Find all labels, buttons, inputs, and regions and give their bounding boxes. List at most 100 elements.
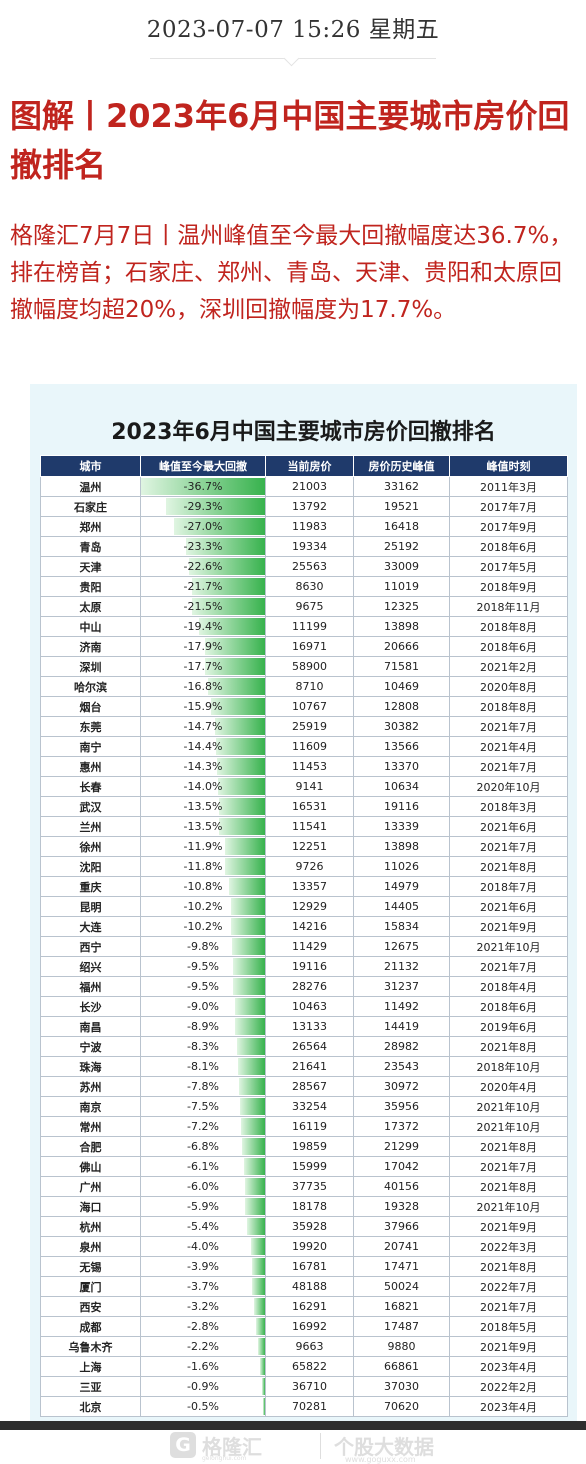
post-datetime: 2023-07-07 15:26 星期五 bbox=[146, 17, 440, 43]
table-row: 天津 -22.6% 25563 33009 2017年5月 bbox=[40, 556, 568, 577]
table-row: 太原 -21.5% 9675 12325 2018年11月 bbox=[40, 596, 568, 617]
cell-city: 乌鲁木齐 bbox=[40, 1336, 141, 1357]
cell-city: 中山 bbox=[40, 616, 141, 637]
retracement-value: -11.9% bbox=[183, 840, 223, 853]
cell-retracement: -1.6% bbox=[140, 1356, 266, 1377]
retracement-value: -5.9% bbox=[187, 1200, 219, 1213]
retracement-bar bbox=[238, 1078, 265, 1095]
cell-peak-price: 12675 bbox=[353, 936, 450, 957]
table-row: 宁波 -8.3% 26564 28982 2021年8月 bbox=[40, 1036, 568, 1057]
cell-city: 哈尔滨 bbox=[40, 676, 141, 697]
cell-retracement: -21.7% bbox=[140, 576, 266, 597]
retracement-value: -22.6% bbox=[183, 560, 223, 573]
retracement-bar bbox=[240, 1118, 265, 1135]
cell-peak-price: 35956 bbox=[353, 1096, 450, 1117]
retracement-bar bbox=[211, 698, 265, 715]
table-row: 三亚 -0.9% 36710 37030 2022年2月 bbox=[40, 1376, 568, 1397]
cell-peak-price: 50024 bbox=[353, 1276, 450, 1297]
retracement-bar bbox=[239, 1098, 265, 1115]
retracement-value: -21.7% bbox=[183, 580, 223, 593]
cell-peak-price: 21299 bbox=[353, 1136, 450, 1157]
retracement-bar bbox=[244, 1178, 265, 1195]
retracement-value: -9.0% bbox=[187, 1000, 219, 1013]
cell-city: 武汉 bbox=[40, 796, 141, 817]
cell-city: 贵阳 bbox=[40, 576, 141, 597]
cell-city: 长沙 bbox=[40, 996, 141, 1017]
cell-current-price: 11609 bbox=[265, 736, 354, 757]
cell-peak-time: 2022年7月 bbox=[449, 1276, 568, 1297]
retracement-bar bbox=[261, 1378, 265, 1395]
cell-retracement: -11.9% bbox=[140, 836, 266, 857]
cell-city: 福州 bbox=[40, 976, 141, 997]
retracement-value: -13.5% bbox=[183, 800, 223, 813]
cell-peak-time: 2018年6月 bbox=[449, 996, 568, 1017]
cell-current-price: 18178 bbox=[265, 1196, 354, 1217]
table-row: 烟台 -15.9% 10767 12808 2018年8月 bbox=[40, 696, 568, 717]
cell-current-price: 12929 bbox=[265, 896, 354, 917]
retracement-value: -9.8% bbox=[187, 940, 219, 953]
cell-retracement: -8.3% bbox=[140, 1036, 266, 1057]
retracement-value: -2.2% bbox=[187, 1340, 219, 1353]
cell-peak-time: 2018年4月 bbox=[449, 976, 568, 997]
cell-peak-price: 25192 bbox=[353, 536, 450, 557]
cell-peak-time: 2021年10月 bbox=[449, 1116, 568, 1137]
cell-peak-time: 2021年7月 bbox=[449, 716, 568, 737]
retracement-bar bbox=[242, 1138, 265, 1155]
cell-current-price: 13357 bbox=[265, 876, 354, 897]
cell-peak-price: 10634 bbox=[353, 776, 450, 797]
watermark-brand2-sub: www.goguxx.com bbox=[345, 1455, 416, 1464]
cell-current-price: 13133 bbox=[265, 1016, 354, 1037]
cell-city: 常州 bbox=[40, 1116, 141, 1137]
cell-current-price: 37735 bbox=[265, 1176, 354, 1197]
table-row: 无锡 -3.9% 16781 17471 2021年8月 bbox=[40, 1256, 568, 1277]
cell-city: 宁波 bbox=[40, 1036, 141, 1057]
cell-peak-time: 2017年7月 bbox=[449, 496, 568, 517]
cell-current-price: 19116 bbox=[265, 956, 354, 977]
cell-city: 昆明 bbox=[40, 896, 141, 917]
retracement-value: -23.3% bbox=[183, 540, 223, 553]
cell-retracement: -7.5% bbox=[140, 1096, 266, 1117]
cell-peak-time: 2021年8月 bbox=[449, 1036, 568, 1057]
retracement-bar bbox=[263, 1398, 265, 1415]
cell-peak-price: 13370 bbox=[353, 756, 450, 777]
retracement-value: -0.5% bbox=[187, 1400, 219, 1413]
watermark-brand: 格隆汇 bbox=[202, 1435, 262, 1459]
retracement-bar bbox=[219, 818, 265, 835]
cell-retracement: -14.3% bbox=[140, 756, 266, 777]
table-row: 大连 -10.2% 14216 15834 2021年9月 bbox=[40, 916, 568, 937]
cell-peak-price: 13566 bbox=[353, 736, 450, 757]
cell-peak-price: 17042 bbox=[353, 1156, 450, 1177]
retracement-value: -6.0% bbox=[187, 1180, 219, 1193]
cell-peak-time: 2021年9月 bbox=[449, 1216, 568, 1237]
cell-peak-time: 2011年3月 bbox=[449, 476, 568, 497]
cell-peak-price: 13339 bbox=[353, 816, 450, 837]
table-body: 温州 -36.7% 21003 33162 2011年3月 石家庄 -29.3% 13792 1… bbox=[40, 476, 568, 1417]
table-row: 南宁 -14.4% 11609 13566 2021年4月 bbox=[40, 736, 568, 757]
cell-city: 成都 bbox=[40, 1316, 141, 1337]
cell-retracement: -8.9% bbox=[140, 1016, 266, 1037]
cell-retracement: -23.3% bbox=[140, 536, 266, 557]
cell-city: 苏州 bbox=[40, 1076, 141, 1097]
cell-peak-time: 2020年10月 bbox=[449, 776, 568, 797]
retracement-bar bbox=[251, 1258, 265, 1275]
cell-city: 南京 bbox=[40, 1096, 141, 1117]
cell-peak-price: 17487 bbox=[353, 1316, 450, 1337]
cell-peak-price: 17471 bbox=[353, 1256, 450, 1277]
retracement-bar bbox=[259, 1358, 265, 1375]
retracement-bar bbox=[230, 898, 265, 915]
table-row: 南京 -7.5% 33254 35956 2021年10月 bbox=[40, 1096, 568, 1117]
table-row: 乌鲁木齐 -2.2% 9663 9880 2021年9月 bbox=[40, 1336, 568, 1357]
cell-city: 三亚 bbox=[40, 1376, 141, 1397]
cell-current-price: 13792 bbox=[265, 496, 354, 517]
cell-city: 长春 bbox=[40, 776, 141, 797]
table-row: 西安 -3.2% 16291 16821 2021年7月 bbox=[40, 1296, 568, 1317]
table-row: 西宁 -9.8% 11429 12675 2021年10月 bbox=[40, 936, 568, 957]
retracement-value: -6.1% bbox=[187, 1160, 219, 1173]
cell-peak-price: 70620 bbox=[353, 1396, 450, 1417]
retracement-value: -5.4% bbox=[187, 1220, 219, 1233]
cell-current-price: 10767 bbox=[265, 696, 354, 717]
cell-current-price: 26564 bbox=[265, 1036, 354, 1057]
cell-retracement: -21.5% bbox=[140, 596, 266, 617]
cell-peak-price: 12325 bbox=[353, 596, 450, 617]
cell-peak-time: 2020年4月 bbox=[449, 1076, 568, 1097]
